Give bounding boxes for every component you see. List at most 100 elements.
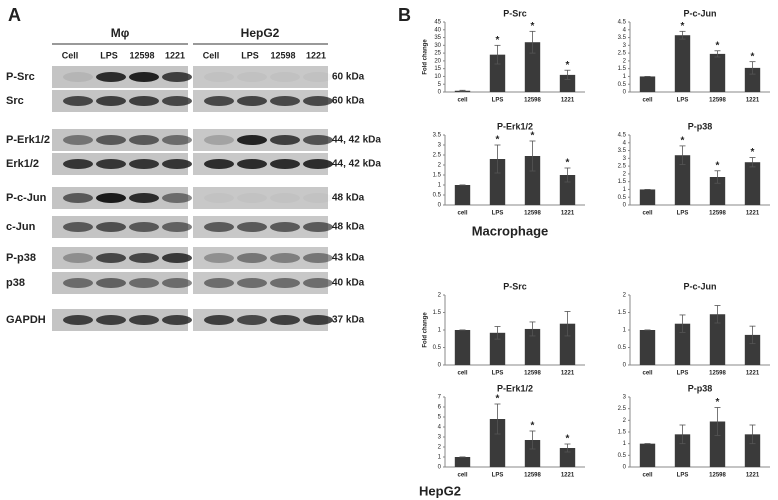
band [237,159,267,169]
panel-label: B [398,5,411,25]
y-tick-label: 10 [434,74,441,80]
band [63,315,93,325]
y-tick-label: 0.5 [618,453,627,459]
bar [709,177,726,205]
kda-label: 43 kDa [332,253,365,264]
y-tick-label: 2 [623,418,627,424]
chart-title: P-c-Jun [683,281,716,291]
band [96,222,126,232]
band [162,96,192,106]
bar [454,185,471,205]
x-tick-label: cell [642,371,652,377]
band [162,193,192,203]
significance-marker: * [531,131,535,142]
y-tick-label: 2.5 [433,153,442,159]
blot [193,66,328,88]
chart-title: P-c-Jun [683,8,716,18]
x-tick-label: 12598 [709,211,726,217]
y-tick-label: 3 [623,156,627,162]
kda-label: 60 kDa [332,96,365,107]
band [303,278,333,288]
bar [639,330,656,365]
band [129,193,159,203]
y-tick-label: 0 [623,465,627,471]
band [270,222,300,232]
y-tick-label: 1 [438,183,442,189]
chart-title: P-Erk1/2 [497,383,533,393]
significance-marker: * [716,160,720,171]
y-tick-label: 1.5 [433,173,442,179]
x-tick-label: LPS [677,211,689,217]
band [270,96,300,106]
x-tick-label: LPS [677,98,689,104]
bar [524,42,541,92]
x-tick-label: cell [457,98,467,104]
band [162,159,192,169]
x-tick-label: 1221 [561,211,575,217]
y-tick-label: 1.5 [618,179,627,185]
x-tick-label: 1221 [561,371,575,377]
band [270,159,300,169]
band [204,159,234,169]
band [129,159,159,169]
y-tick-label: 4 [438,425,442,431]
bar [524,328,541,365]
panel-label: A [8,5,21,25]
band [129,96,159,106]
y-tick-label: 4 [623,27,627,33]
bar [709,53,726,92]
x-tick-label: 1221 [746,473,760,479]
y-tick-label: 0 [438,203,442,209]
kda-label: 44, 42 kDa [332,135,381,146]
y-tick-label: 35 [434,35,441,41]
band [270,72,300,82]
lane-label: Cell [203,50,220,60]
y-tick-label: 1 [438,328,442,334]
band [96,193,126,203]
y-tick-label: 0.5 [433,193,442,199]
significance-marker: * [566,434,570,445]
y-tick-label: 40 [434,27,441,33]
band [63,193,93,203]
x-tick-label: cell [642,473,652,479]
blot [193,247,328,269]
y-tick-label: 4.5 [618,133,627,139]
x-tick-label: 12598 [709,473,726,479]
y-tick-label: 6 [438,405,442,411]
bar [674,35,691,92]
band [204,96,234,106]
kda-label: 60 kDa [332,72,365,83]
y-tick-label: 3.5 [618,35,627,41]
group-label: HepG2 [419,483,461,498]
band [303,159,333,169]
y-tick-label: 2 [623,58,627,64]
y-tick-label: 0 [438,363,442,369]
band [63,222,93,232]
significance-marker: * [531,21,535,32]
band [270,278,300,288]
x-tick-label: 12598 [524,211,541,217]
band [237,96,267,106]
band [237,72,267,82]
y-tick-label: 3.5 [433,133,442,139]
band [303,253,333,263]
chart-title: P-p38 [688,383,713,393]
row-label: Erk1/2 [6,158,39,170]
lane-label: Cell [62,50,79,60]
x-tick-label: cell [642,98,652,104]
y-tick-label: 1 [623,74,627,80]
band [129,135,159,145]
band [96,135,126,145]
bar [559,74,576,92]
group-label: HepG2 [241,26,280,40]
band [96,159,126,169]
chart-title: P-Erk1/2 [497,121,533,131]
bar [744,434,761,467]
y-tick-label: 0.5 [433,345,442,351]
y-tick-label: 0.5 [618,345,627,351]
bar [524,156,541,205]
band [63,253,93,263]
y-tick-label: 2.5 [618,406,627,412]
x-tick-label: cell [457,211,467,217]
kda-label: 48 kDa [332,222,365,233]
